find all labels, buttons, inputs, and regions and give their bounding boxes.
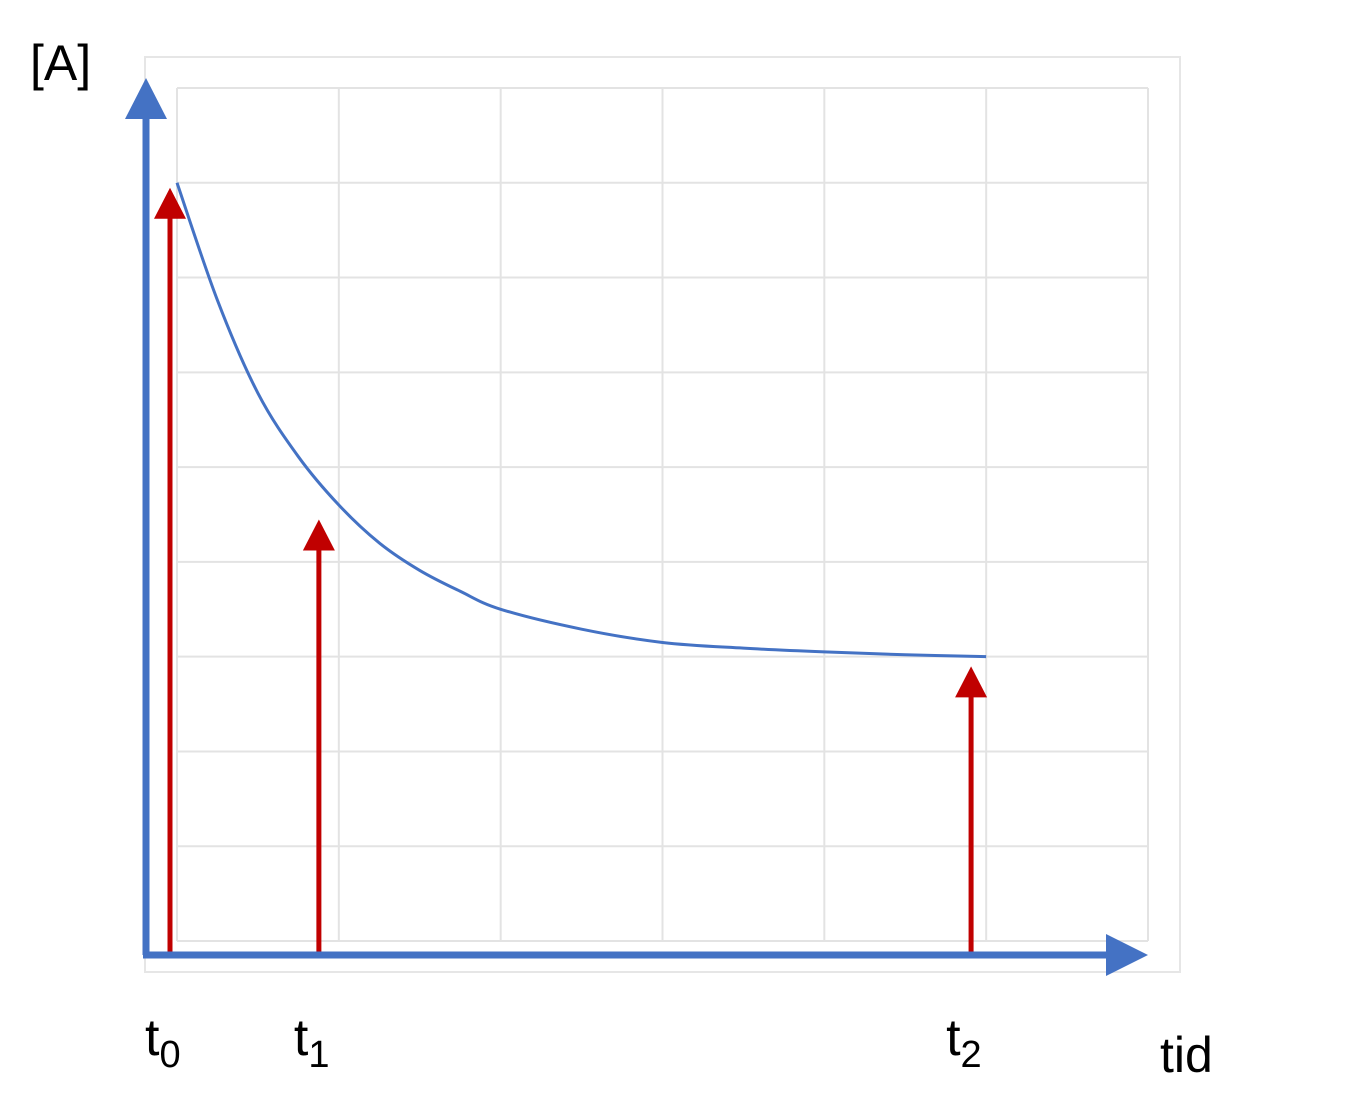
time-label-letter: t xyxy=(294,1009,309,1067)
marker-arrowhead-t1 xyxy=(302,519,335,551)
marker-arrowhead-t2 xyxy=(955,666,988,698)
y-axis-label: [A] xyxy=(30,35,91,91)
time-labels: t0 t1 t2 xyxy=(145,1009,982,1076)
grid xyxy=(176,87,1149,942)
time-markers xyxy=(154,187,988,952)
time-label-subscript: 1 xyxy=(308,1034,329,1076)
time-label-t2: t2 xyxy=(946,1009,982,1076)
x-axis-label: tid xyxy=(1160,1027,1213,1083)
x-axis-arrowhead xyxy=(1106,934,1148,976)
time-label-t1: t1 xyxy=(294,1009,330,1076)
time-label-subscript: 0 xyxy=(159,1034,180,1076)
time-label-subscript: 2 xyxy=(961,1034,982,1076)
time-label-letter: t xyxy=(145,1009,160,1067)
concentration-curve xyxy=(175,182,987,659)
marker-arrowhead-t0 xyxy=(154,187,186,219)
time-label-letter: t xyxy=(946,1009,961,1067)
time-label-t0: t0 xyxy=(145,1009,181,1076)
y-axis-arrowhead xyxy=(125,78,167,119)
